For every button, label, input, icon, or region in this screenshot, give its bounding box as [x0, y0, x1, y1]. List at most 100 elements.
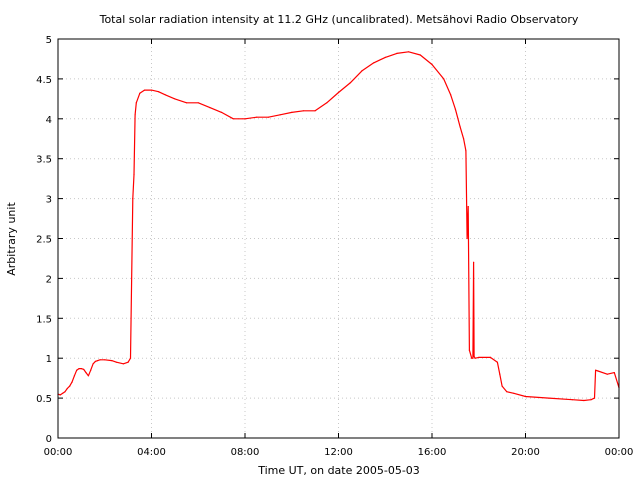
data-point: [613, 372, 615, 374]
y-tick-label: 3.5: [36, 155, 52, 166]
data-point: [466, 237, 468, 240]
data-point: [419, 54, 421, 56]
data-point: [373, 62, 375, 64]
data-point: [71, 381, 73, 383]
x-tick-label: 16:00: [418, 447, 447, 458]
data-point: [474, 357, 476, 359]
data-point: [66, 387, 68, 390]
data-point: [97, 360, 99, 362]
data-point: [78, 368, 80, 370]
data-point: [76, 369, 78, 371]
data-point: [571, 399, 573, 401]
y-tick-label: 0: [46, 434, 52, 445]
data-point: [590, 399, 592, 401]
data-point: [463, 138, 465, 140]
data-point: [473, 261, 475, 263]
data-point: [471, 357, 473, 359]
data-point: [244, 118, 246, 120]
data-point: [99, 359, 101, 361]
x-tick-label: 12:00: [324, 447, 353, 458]
data-point: [111, 360, 113, 362]
data-point: [465, 150, 467, 152]
data-point: [73, 375, 75, 377]
data-point: [157, 91, 160, 93]
data-point: [595, 369, 597, 371]
data-point: [115, 361, 117, 363]
data-point: [143, 89, 146, 91]
data-point: [472, 357, 474, 359]
x-tick-label: 04:00: [137, 447, 166, 458]
y-tick-label: 3: [46, 195, 52, 206]
data-point: [139, 92, 141, 94]
data-point: [92, 363, 94, 365]
data-point: [64, 391, 66, 393]
data-point: [122, 363, 124, 365]
y-tick-label: 4.5: [36, 75, 52, 86]
data-point: [150, 89, 153, 91]
data-point: [129, 357, 132, 359]
data-point: [548, 397, 550, 399]
data-point: [209, 107, 211, 109]
data-point: [473, 356, 475, 358]
data-point: [291, 111, 293, 113]
series-line: [57, 51, 620, 402]
data-point: [478, 356, 480, 358]
data-point: [337, 91, 340, 94]
data-point: [90, 369, 92, 371]
data-point: [232, 118, 234, 120]
x-tick-label: 08:00: [231, 447, 260, 458]
axis-ticks: 00:00 04:00 08:00 12:00 16:00 20:00 00:00 0 0.5 1…: [36, 35, 633, 458]
data-point: [408, 51, 410, 53]
data-point: [302, 110, 304, 112]
data-point: [583, 399, 585, 402]
data-point: [326, 102, 328, 104]
data-point: [267, 116, 269, 118]
data-point: [513, 392, 515, 394]
data-point: [396, 52, 398, 55]
data-point: [606, 373, 608, 375]
data-point: [314, 110, 316, 112]
data-point: [496, 361, 498, 363]
y-tick-label: 0.5: [36, 394, 52, 405]
y-tick-label: 2.5: [36, 235, 52, 246]
data-point: [256, 116, 258, 118]
data-point: [94, 360, 96, 362]
data-point: [127, 361, 129, 363]
data-point: [501, 385, 503, 387]
y-tick-label: 1.5: [36, 314, 52, 325]
data-point: [135, 102, 137, 104]
y-tick-label: 5: [46, 35, 52, 46]
data-point: [349, 82, 351, 84]
data-point: [431, 63, 433, 66]
x-tick-label: 20:00: [511, 447, 540, 458]
data-point: [221, 111, 223, 113]
data-point: [83, 368, 85, 370]
data-point: [524, 395, 527, 398]
data-point: [59, 394, 61, 396]
y-tick-label: 4: [46, 115, 52, 126]
data-point: [467, 206, 469, 208]
x-axis-label: Time UT, on date 2005-05-03: [257, 464, 420, 477]
data-point: [597, 370, 599, 372]
data-point: [499, 373, 501, 375]
data-point: [279, 114, 281, 116]
grid-lines: [58, 39, 619, 438]
data-point: [384, 56, 386, 59]
data-point: [174, 98, 176, 100]
data-point: [361, 70, 363, 72]
data-point: [133, 174, 135, 176]
data-point: [69, 385, 71, 387]
data-point: [593, 397, 596, 399]
data-point: [85, 372, 87, 374]
data-point: [62, 392, 64, 394]
y-tick-label: 2: [46, 274, 52, 285]
chart-title: Total solar radiation intensity at 11.2 …: [99, 13, 579, 26]
data-point: [459, 126, 461, 128]
x-tick-label: 00:00: [44, 447, 73, 458]
data-point: [489, 356, 491, 358]
data-point: [104, 359, 106, 361]
data-point: [443, 78, 445, 80]
y-tick-label: 1: [46, 354, 52, 365]
data-point: [80, 368, 82, 370]
